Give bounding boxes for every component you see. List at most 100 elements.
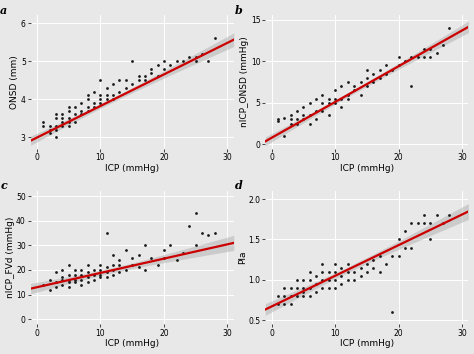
Point — [116, 89, 123, 95]
Point — [166, 242, 174, 248]
Point — [408, 83, 415, 89]
Point — [141, 74, 149, 79]
Point — [78, 112, 85, 117]
Point — [71, 272, 79, 278]
Point — [300, 104, 307, 110]
Point — [306, 113, 313, 118]
Point — [52, 127, 60, 132]
Point — [122, 77, 129, 83]
Point — [300, 293, 307, 299]
Point — [141, 267, 149, 273]
Text: a: a — [0, 5, 8, 16]
Point — [198, 51, 206, 56]
Point — [97, 96, 104, 102]
Point — [52, 134, 60, 140]
Point — [39, 119, 47, 125]
Point — [344, 96, 352, 102]
Point — [325, 96, 333, 102]
Point — [433, 50, 440, 56]
Point — [300, 113, 307, 118]
Point — [97, 100, 104, 106]
Point — [300, 116, 307, 122]
Point — [84, 104, 91, 110]
Point — [179, 58, 187, 64]
Point — [300, 277, 307, 282]
Point — [319, 92, 326, 97]
Point — [287, 121, 294, 126]
Point — [90, 267, 98, 273]
Text: b: b — [235, 5, 243, 16]
Point — [395, 63, 402, 68]
Point — [46, 123, 54, 129]
Y-axis label: nICP_ONSD (mmHg): nICP_ONSD (mmHg) — [240, 37, 249, 127]
Point — [160, 247, 168, 253]
Point — [103, 270, 110, 275]
Point — [71, 104, 79, 110]
Point — [90, 272, 98, 278]
Point — [325, 100, 333, 105]
Point — [363, 75, 371, 81]
Point — [97, 77, 104, 83]
X-axis label: ICP (mmHg): ICP (mmHg) — [340, 339, 394, 348]
Point — [109, 96, 117, 102]
Point — [192, 210, 200, 216]
Point — [103, 96, 110, 102]
Point — [331, 96, 339, 102]
Point — [109, 92, 117, 98]
Point — [59, 115, 66, 121]
Point — [65, 277, 73, 282]
Point — [78, 277, 85, 282]
Point — [331, 285, 339, 291]
Point — [357, 273, 365, 279]
Point — [331, 269, 339, 275]
Point — [154, 62, 161, 68]
Point — [350, 87, 358, 93]
Point — [281, 115, 288, 121]
Point — [192, 242, 200, 248]
Point — [52, 284, 60, 290]
Point — [433, 212, 440, 218]
Point — [179, 250, 187, 256]
Point — [344, 269, 352, 275]
Point — [331, 261, 339, 267]
Point — [154, 262, 161, 268]
Point — [344, 92, 352, 97]
Point — [46, 287, 54, 292]
Point — [420, 212, 428, 218]
Point — [446, 212, 453, 218]
Point — [369, 79, 377, 85]
Point — [65, 119, 73, 125]
Point — [135, 74, 142, 79]
Point — [97, 92, 104, 98]
Point — [274, 116, 282, 122]
Point — [128, 58, 136, 64]
Point — [71, 267, 79, 273]
Point — [363, 261, 371, 267]
Point — [369, 257, 377, 262]
Point — [116, 262, 123, 268]
Point — [52, 115, 60, 121]
Point — [160, 58, 168, 64]
Point — [122, 85, 129, 91]
Point — [420, 221, 428, 226]
Point — [439, 42, 447, 47]
Point — [408, 221, 415, 226]
Point — [78, 108, 85, 113]
Text: d: d — [235, 181, 243, 192]
Point — [71, 119, 79, 125]
Point — [65, 272, 73, 278]
Point — [389, 309, 396, 315]
Point — [401, 58, 409, 64]
Point — [306, 293, 313, 299]
Point — [84, 270, 91, 275]
Point — [39, 282, 47, 287]
Point — [401, 245, 409, 250]
Point — [122, 267, 129, 273]
Point — [293, 285, 301, 291]
Point — [319, 285, 326, 291]
Point — [331, 87, 339, 93]
Point — [344, 261, 352, 267]
Point — [103, 92, 110, 98]
Point — [147, 66, 155, 72]
Point — [78, 272, 85, 278]
